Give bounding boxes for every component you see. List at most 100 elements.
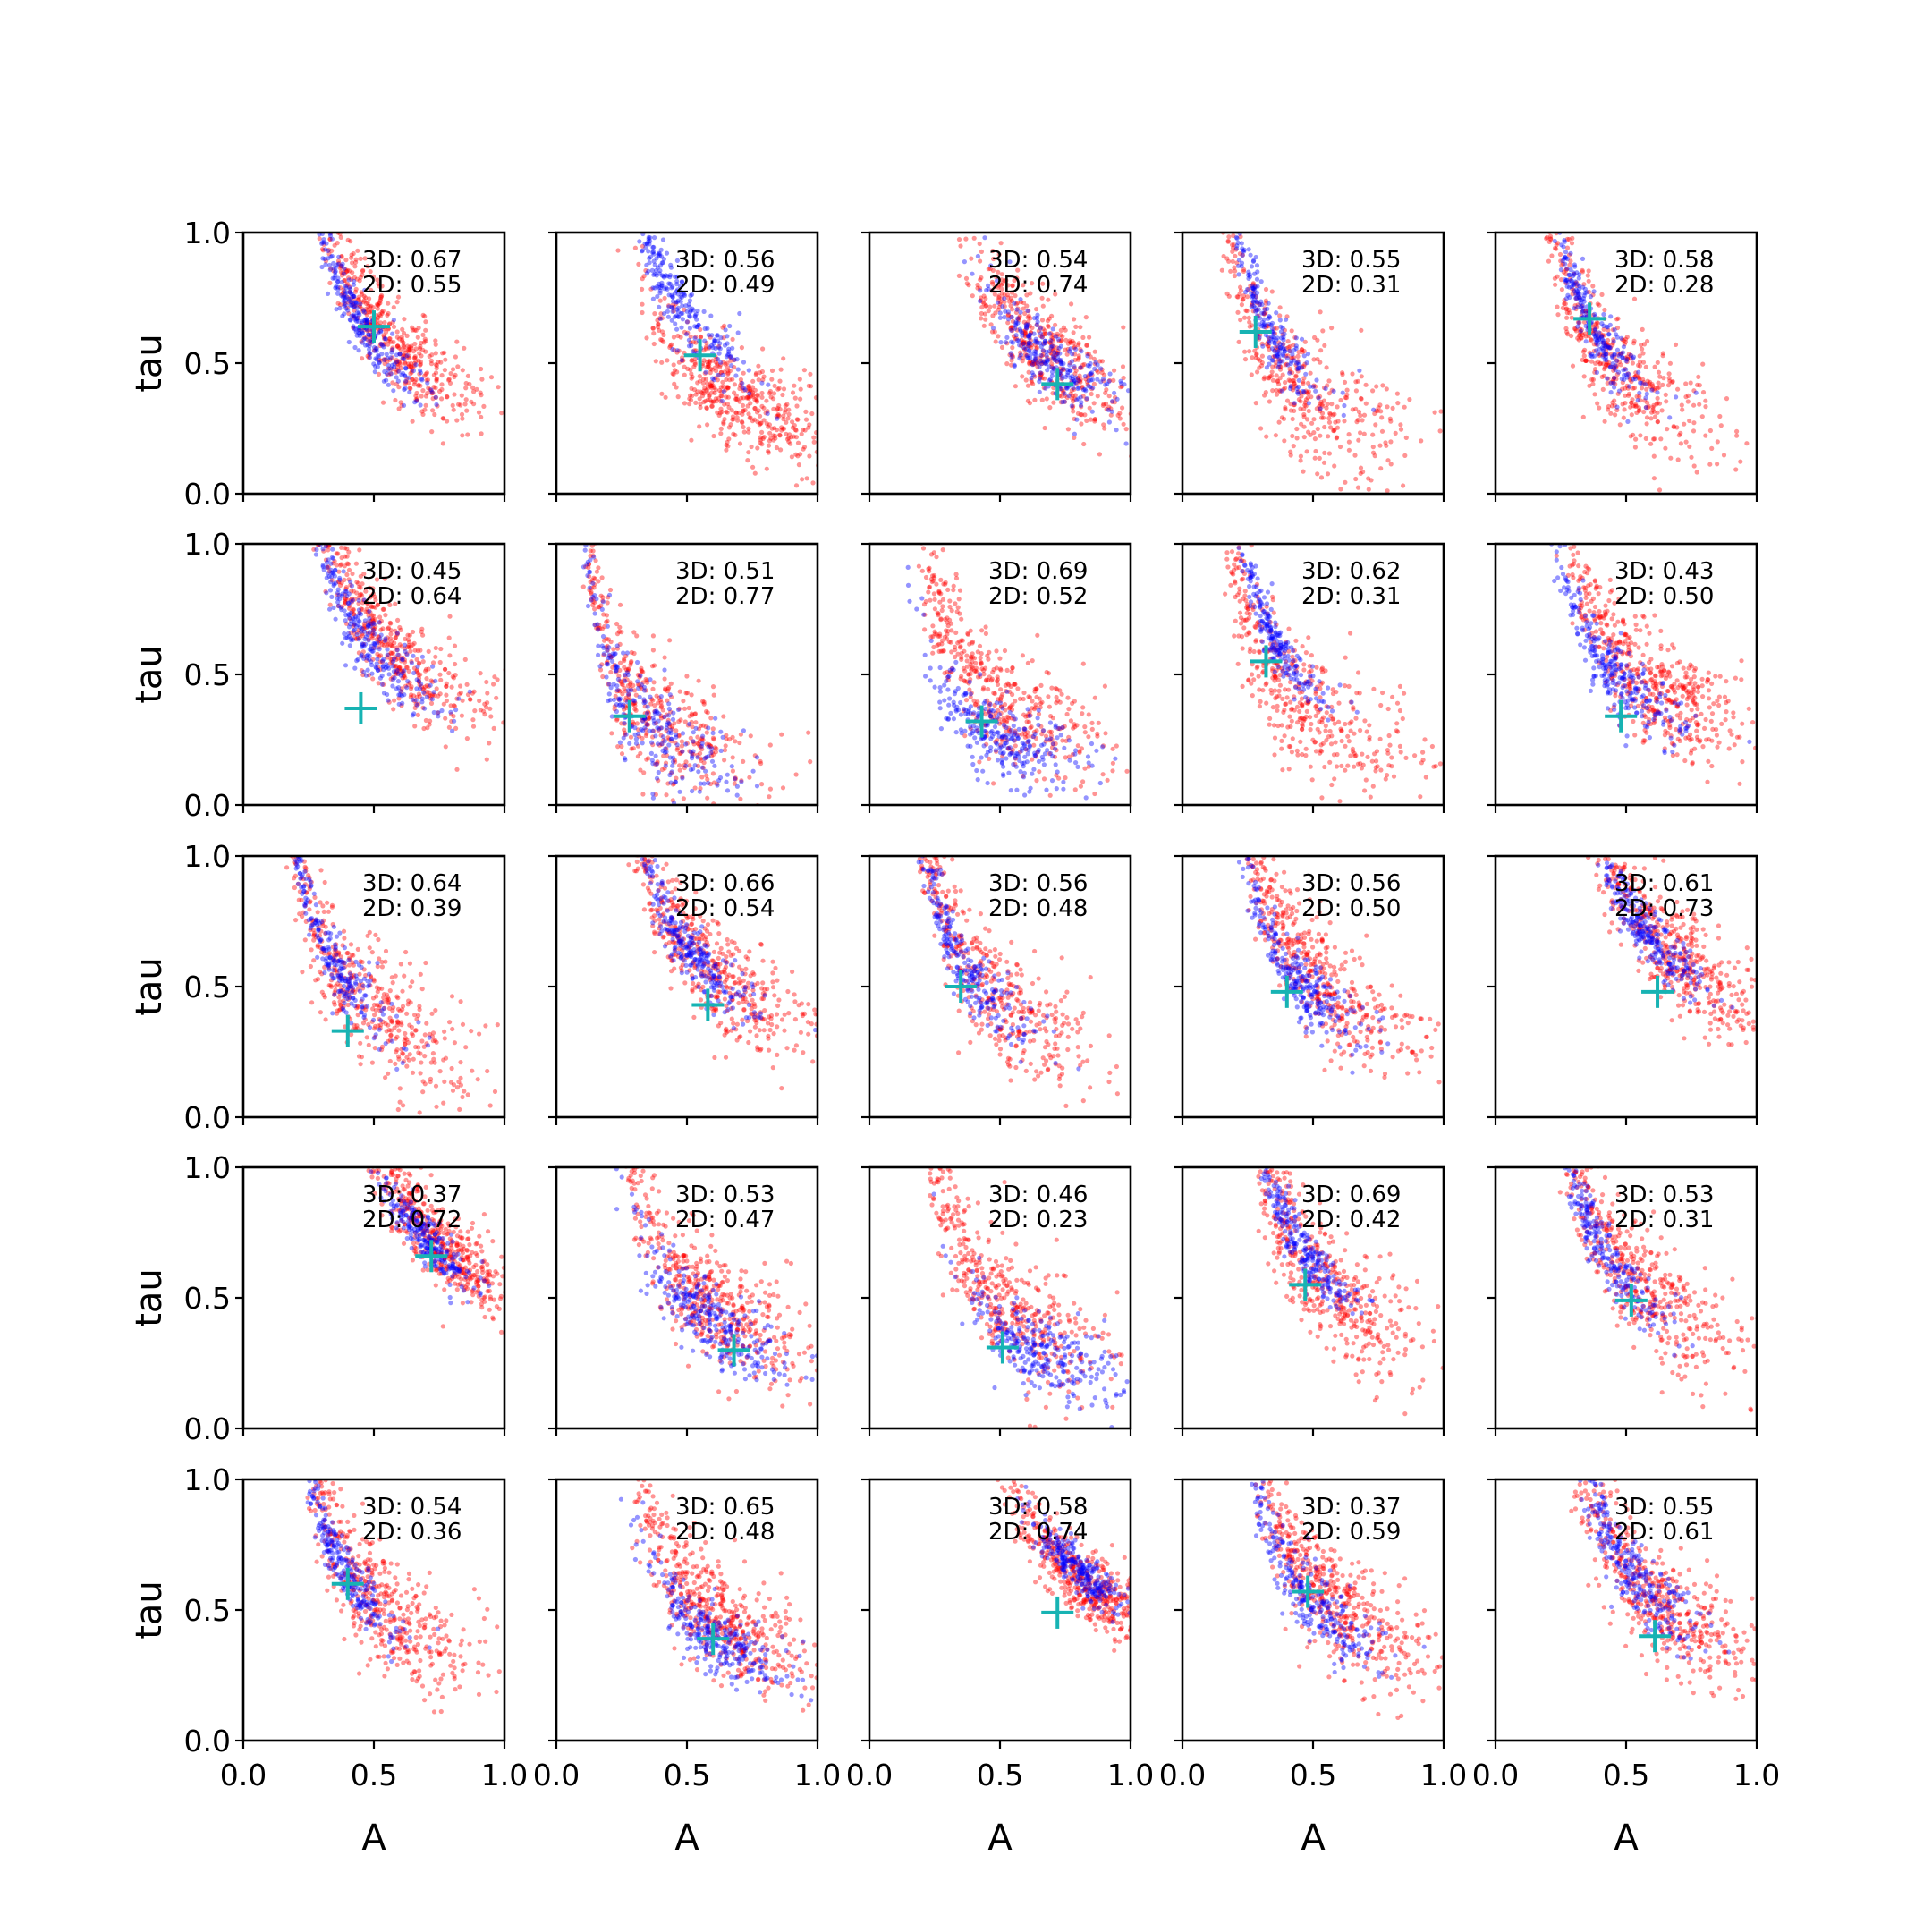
blue-point [668,265,674,270]
red-point [1034,322,1039,327]
red-point [684,691,691,696]
red-point [428,386,433,393]
red-point [1652,364,1657,369]
red-point [644,722,650,727]
red-point [1094,368,1099,373]
blue-point [353,300,359,305]
red-point [676,719,682,724]
red-point [1032,374,1038,379]
red-point [377,301,383,306]
red-point [1061,390,1066,395]
red-point [1055,333,1060,339]
blue-point [352,326,358,332]
red-point [681,796,687,801]
red-point [1291,343,1296,348]
red-point [1055,359,1060,364]
blue-point [590,580,596,586]
blue-point [335,603,342,608]
red-point [1051,346,1056,352]
blue-point [351,314,357,319]
blue-point [398,673,403,678]
blue-point [1624,375,1630,380]
blue-point [655,284,660,289]
blue-point [402,386,408,391]
red-point [825,421,829,426]
red-point [443,716,448,721]
red-point [971,235,977,241]
red-point [1009,362,1014,368]
blue-point [413,698,419,703]
blue-point [1577,294,1582,300]
red-point [701,348,707,353]
red-point [1330,412,1335,418]
red-point [589,597,594,602]
red-point [703,755,708,761]
red-point [1597,302,1602,308]
red-point [375,602,380,607]
blue-point [375,667,380,674]
red-point [991,256,996,262]
blue-point [358,624,363,631]
red-point [1548,221,1553,225]
blue-point [363,641,369,647]
blue-point [1293,345,1299,352]
red-point [828,379,833,384]
red-point [1590,377,1596,383]
blue-point [1277,318,1283,323]
red-point [390,380,395,386]
true-value-marker [683,339,716,372]
red-point [718,399,724,404]
red-point [1283,362,1288,368]
red-point [1655,419,1660,425]
blue-point [1572,272,1577,277]
red-point [1688,380,1693,386]
red-point [373,624,378,630]
blue-point [372,348,377,353]
red-point [989,279,995,284]
red-point [783,410,788,415]
blue-point [1290,352,1295,357]
red-point [1564,315,1570,320]
red-point [1717,413,1723,419]
red-point [981,293,987,299]
blue-point [1267,361,1272,367]
blue-point [415,664,420,669]
red-point [1597,405,1602,411]
red-point [350,599,355,605]
red-point [1583,331,1589,336]
red-point [1384,443,1389,448]
blue-point [347,613,352,618]
red-point [708,743,714,749]
blue-point [624,670,630,675]
blue-point [649,758,655,763]
red-point [690,724,695,730]
blue-point [1088,360,1093,367]
blue-point [683,763,689,768]
red-point [604,660,610,665]
red-point [343,585,349,590]
red-point [996,295,1002,301]
blue-point [348,291,353,296]
red-point [356,297,361,302]
red-point [406,668,411,674]
red-point [369,621,375,627]
red-point [698,326,703,333]
blue-point [422,706,428,711]
red-point [1238,288,1243,293]
red-point [365,337,370,343]
red-point [1072,386,1077,392]
red-point [394,631,400,636]
blue-point [675,305,682,310]
red-point [1338,487,1343,492]
red-point [1605,337,1611,343]
blue-point [724,779,729,784]
red-point [648,701,654,707]
blue-point [1003,340,1008,345]
red-point [1606,360,1612,366]
red-point [722,417,727,422]
blue-point [1562,256,1567,261]
blue-point [588,557,593,563]
red-point [1564,329,1570,335]
blue-point [661,274,666,279]
red-point [408,694,413,700]
